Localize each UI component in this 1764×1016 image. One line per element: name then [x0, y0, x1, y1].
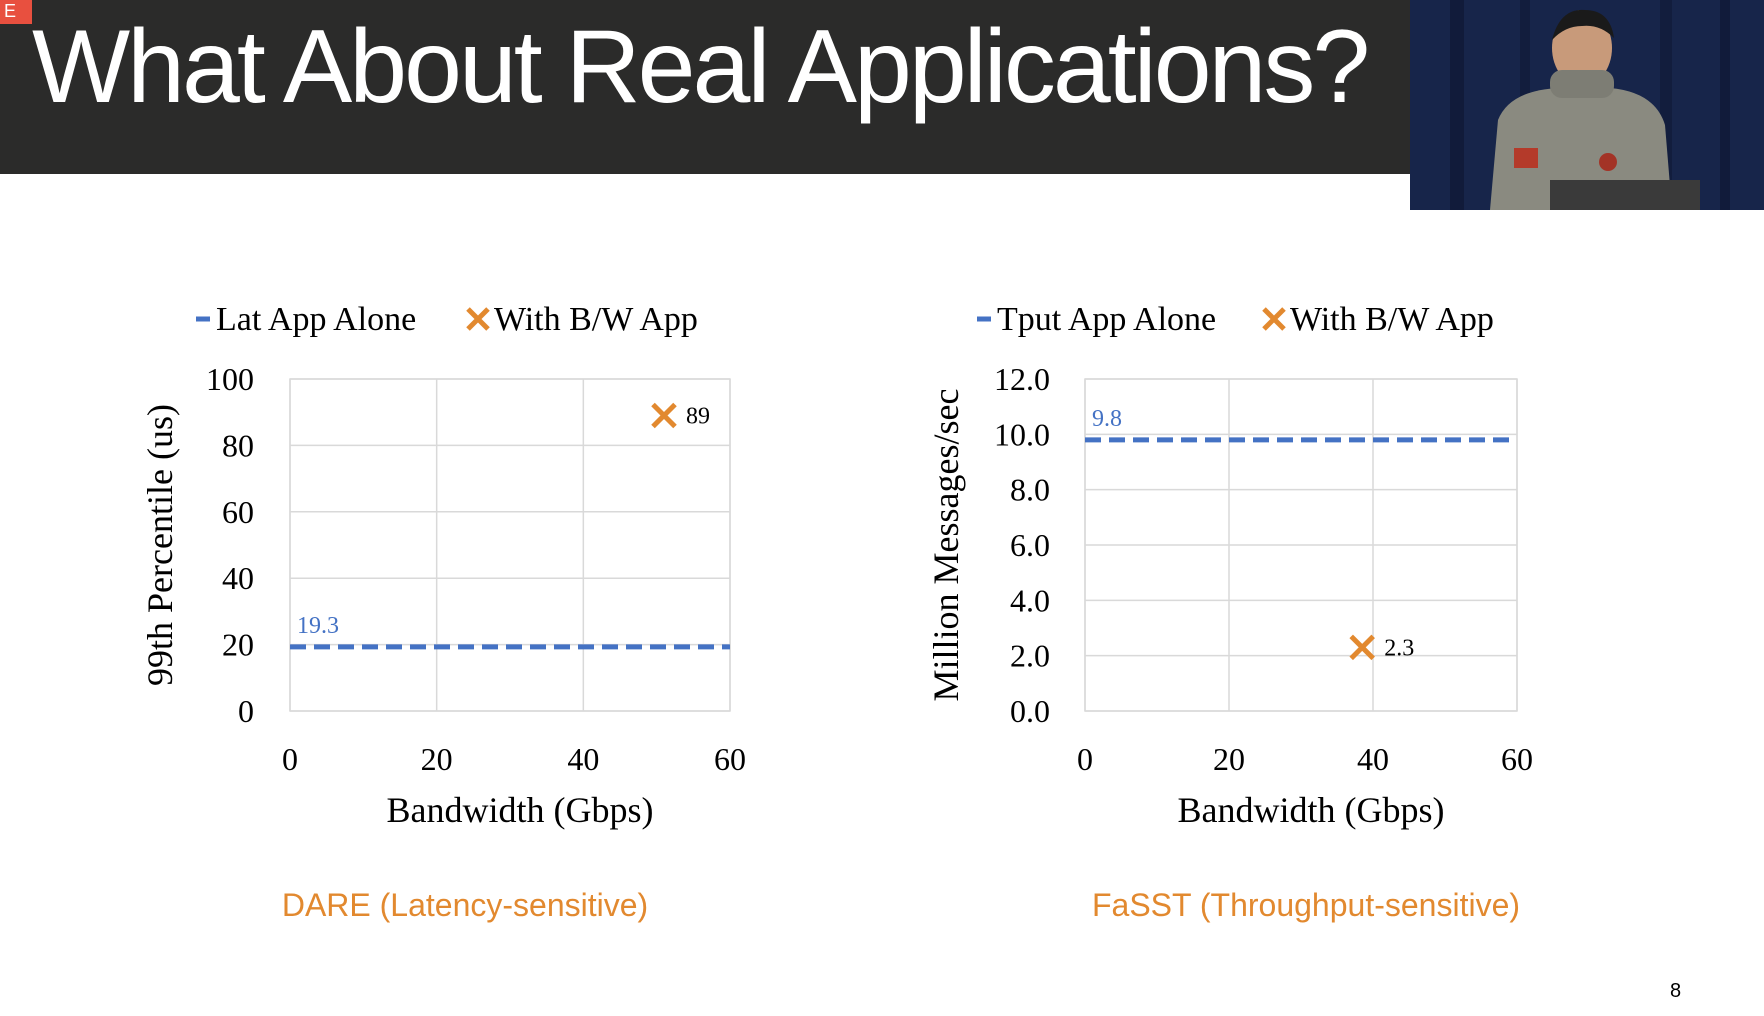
- legend-swatch-x-marker: [1262, 307, 1286, 331]
- y-tick-label: 6.0: [1010, 527, 1050, 563]
- x-tick-label: 20: [1213, 741, 1245, 777]
- x-tick-label: 60: [714, 741, 746, 777]
- y-tick-label: 20: [222, 627, 254, 663]
- data-label-baseline: 19.3: [297, 613, 339, 639]
- x-tick-label: 40: [1357, 741, 1389, 777]
- speaker-webcam: [1410, 0, 1764, 210]
- x-tick-label: 60: [1501, 741, 1533, 777]
- corner-badge: E: [0, 0, 32, 24]
- y-axis-label: Million Messages/sec: [926, 389, 966, 702]
- plot-area-frame: [1084, 378, 1518, 712]
- y-tick-label: 0.0: [1010, 693, 1050, 729]
- x-axis-label: Bandwidth (Gbps): [1178, 790, 1445, 830]
- chart-caption: FaSST (Throughput-sensitive): [1092, 887, 1520, 923]
- x-tick-label: 0: [1077, 741, 1093, 777]
- y-tick-label: 0: [238, 693, 254, 729]
- y-tick-label: 12.0: [994, 361, 1050, 397]
- legend-entry-label: Lat App Alone: [216, 301, 416, 338]
- speaker-video-image: [1410, 0, 1764, 210]
- legend-entry-label: Tput App Alone: [997, 301, 1216, 338]
- chart-caption: DARE (Latency-sensitive): [282, 887, 648, 923]
- legend-entry-label: With B/W App: [1290, 301, 1494, 338]
- y-tick-label: 40: [222, 560, 254, 596]
- legend-entry-label: With B/W App: [494, 301, 698, 338]
- y-tick-label: 100: [206, 361, 254, 397]
- y-tick-label: 2.0: [1010, 638, 1050, 674]
- x-tick-label: 0: [282, 741, 298, 777]
- data-point-x-marker: [651, 402, 677, 429]
- legend-swatch-x-marker: [466, 307, 490, 331]
- y-tick-label: 60: [222, 494, 254, 530]
- y-tick-label: 10.0: [994, 416, 1050, 452]
- x-tick-label: 40: [567, 741, 599, 777]
- y-tick-label: 4.0: [1010, 582, 1050, 618]
- page-number: 8: [1670, 980, 1682, 1002]
- slide-title: What About Real Applications?: [32, 9, 1370, 125]
- y-tick-label: 8.0: [1010, 472, 1050, 508]
- data-point-x-marker: [1349, 634, 1375, 661]
- data-label-point: 89: [686, 404, 710, 430]
- y-axis-label: 99th Percentile (us): [140, 404, 180, 686]
- y-tick-label: 80: [222, 427, 254, 463]
- data-label-baseline: 9.8: [1092, 406, 1122, 432]
- x-tick-label: 20: [421, 741, 453, 777]
- plot-area-frame: [289, 378, 731, 712]
- x-axis-label: Bandwidth (Gbps): [387, 790, 654, 830]
- title-bar: What About Real Applications?: [0, 0, 1410, 174]
- data-label-point: 2.3: [1384, 635, 1414, 661]
